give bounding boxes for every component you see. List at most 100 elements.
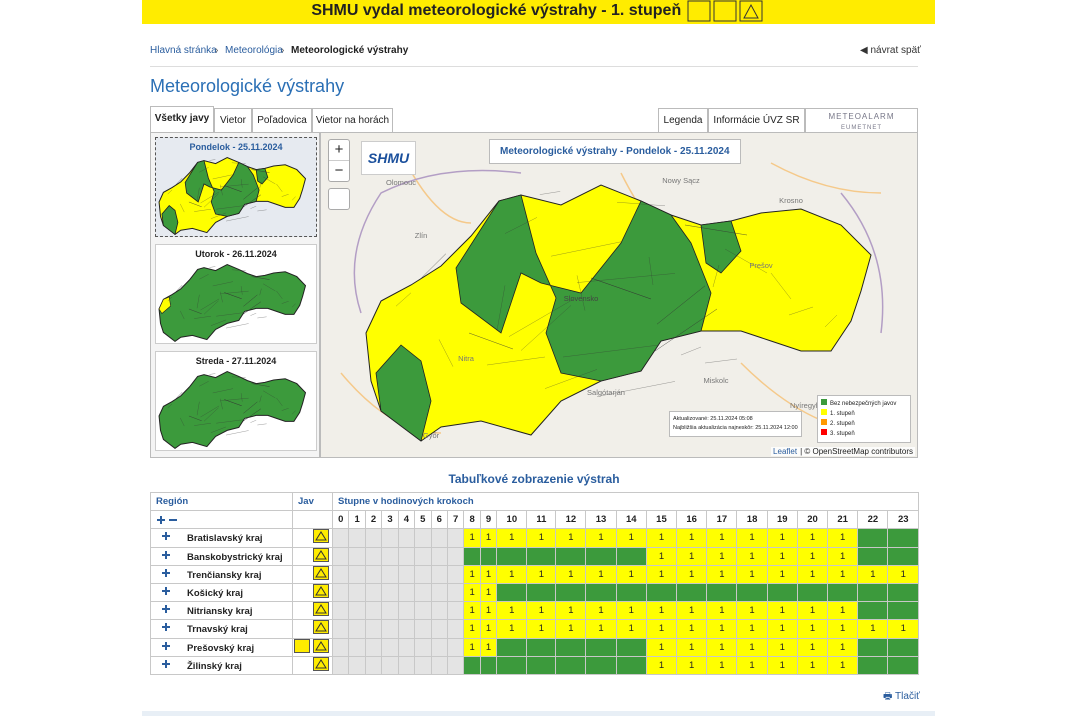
- day-label[interactable]: Pondelok - 25.11.2024: [156, 142, 316, 152]
- warning-level: 1: [539, 605, 544, 616]
- tab[interactable]: Poľadovica: [252, 108, 312, 133]
- warning-cell: 1: [464, 565, 480, 583]
- hour-label: 12: [556, 511, 586, 529]
- past-hour-cell: [398, 529, 414, 547]
- shmu-logo: SHMU: [361, 141, 416, 175]
- expand-icon[interactable]: [161, 550, 175, 560]
- warning-level: 1: [840, 623, 845, 634]
- past-hour-cell: [415, 620, 431, 638]
- expand-icon[interactable]: [161, 604, 175, 614]
- region-row: Trenčiansky kraj1111111111111111: [151, 565, 919, 583]
- expand-icon[interactable]: [161, 568, 175, 578]
- expand-icon[interactable]: [161, 641, 175, 651]
- past-hour-cell: [333, 638, 349, 656]
- warning-level: 1: [469, 642, 474, 653]
- day-thumbnail[interactable]: Utorok - 26.11.2024: [155, 244, 317, 344]
- ice-icon: [313, 529, 329, 543]
- warning-level: 1: [840, 569, 845, 580]
- past-hour-cell: [431, 529, 447, 547]
- expand-icon[interactable]: [161, 622, 175, 632]
- warning-level: 1: [659, 660, 664, 671]
- breadcrumb-link[interactable]: Meteorológia: [225, 45, 283, 56]
- warning-level: 1: [689, 623, 694, 634]
- tab[interactable]: Vietor na horách: [312, 108, 393, 133]
- expand-icon[interactable]: [161, 531, 175, 541]
- fullscreen-button[interactable]: [328, 188, 350, 210]
- place-label: Nitra: [458, 354, 475, 363]
- region-cell: Banskobystrický kraj: [151, 547, 293, 565]
- day-map: [156, 152, 316, 236]
- zoom-in[interactable]: +: [329, 140, 349, 161]
- past-hour-cell: [431, 583, 447, 601]
- warning-cell: 1: [677, 547, 707, 565]
- day-label[interactable]: Streda - 27.11.2024: [156, 356, 316, 366]
- region-cell: Trenčiansky kraj: [151, 565, 293, 583]
- warning-cell: [858, 656, 888, 674]
- past-hour-cell: [349, 565, 365, 583]
- warning-level: 1: [901, 623, 906, 634]
- warning-cell: 1: [707, 602, 737, 620]
- print-text[interactable]: Tlačiť: [895, 691, 920, 702]
- warning-cell: 1: [464, 529, 480, 547]
- hour-label: 0: [333, 511, 349, 529]
- tab[interactable]: Legenda: [658, 108, 708, 133]
- back-text[interactable]: návrat späť: [870, 45, 920, 56]
- plus-minus-icon[interactable]: [156, 515, 180, 525]
- past-hour-cell: [382, 565, 398, 583]
- warning-cell: 1: [556, 620, 586, 638]
- past-hour-cell: [431, 656, 447, 674]
- tab[interactable]: Všetky javy: [150, 106, 214, 133]
- district-border: [257, 317, 266, 318]
- warning-level: 1: [689, 660, 694, 671]
- warning-cell: 1: [767, 620, 797, 638]
- print-link[interactable]: 🖶 Tlačiť: [883, 689, 920, 706]
- warning-level: 1: [719, 551, 724, 562]
- place-label: Zlín: [415, 231, 428, 240]
- past-hour-cell: [382, 638, 398, 656]
- breadcrumb-link[interactable]: Hlavná stránka: [150, 45, 217, 56]
- warning-cell: 1: [497, 602, 527, 620]
- warning-cell: 1: [480, 565, 496, 583]
- place-label: Miskolc: [703, 376, 728, 385]
- region-name: Trenčiansky kraj: [187, 570, 261, 581]
- warning-level: 1: [780, 642, 785, 653]
- header-cell: Jav: [293, 493, 333, 511]
- warning-cell: 1: [737, 638, 767, 656]
- warning-level: 1: [568, 623, 573, 634]
- past-hour-cell: [447, 565, 463, 583]
- hour-label: 7: [447, 511, 463, 529]
- phenomenon-cell: [293, 602, 333, 620]
- zoom-out[interactable]: −: [329, 161, 349, 181]
- day-thumbnail[interactable]: Pondelok - 25.11.2024: [155, 137, 317, 237]
- meteoalarm-sub[interactable]: EUMETNET: [841, 125, 882, 131]
- day-map: [156, 366, 316, 450]
- warning-cell: 1: [527, 565, 556, 583]
- past-hour-cell: [365, 638, 381, 656]
- meteoalarm-name[interactable]: METEOALARM: [828, 112, 894, 121]
- attribution-link[interactable]: Leaflet: [773, 447, 797, 456]
- day-thumbnail[interactable]: Streda - 27.11.2024: [155, 351, 317, 451]
- tab[interactable]: Informácie ÚVZ SR: [708, 108, 805, 133]
- warning-cell: 1: [616, 529, 646, 547]
- warning-cell: 1: [616, 565, 646, 583]
- hour-label: 20: [797, 511, 827, 529]
- warning-cell: 1: [797, 565, 827, 583]
- warning-cell: [888, 656, 919, 674]
- tab[interactable]: Vietor: [214, 108, 252, 133]
- day-label[interactable]: Utorok - 26.11.2024: [156, 249, 316, 259]
- hour-label: 8: [464, 511, 480, 529]
- back-link[interactable]: ◀ návrat späť: [860, 45, 921, 56]
- warning-cell: 1: [828, 547, 858, 565]
- header-row: RegiónJavStupne v hodinových krokoch: [151, 493, 919, 511]
- expand-collapse-all[interactable]: [151, 511, 293, 529]
- expand-icon[interactable]: [161, 586, 175, 596]
- hour-label: 3: [382, 511, 398, 529]
- meteoalarm-tab[interactable]: METEOALARM EUMETNET: [805, 108, 918, 133]
- warning-level: 1: [509, 623, 514, 634]
- expand-icon[interactable]: [161, 659, 175, 669]
- warning-level: 1: [659, 623, 664, 634]
- warning-level: 1: [539, 569, 544, 580]
- past-hour-cell: [415, 529, 431, 547]
- phenomenon-cell: [293, 529, 333, 547]
- warning-cell: 1: [480, 529, 496, 547]
